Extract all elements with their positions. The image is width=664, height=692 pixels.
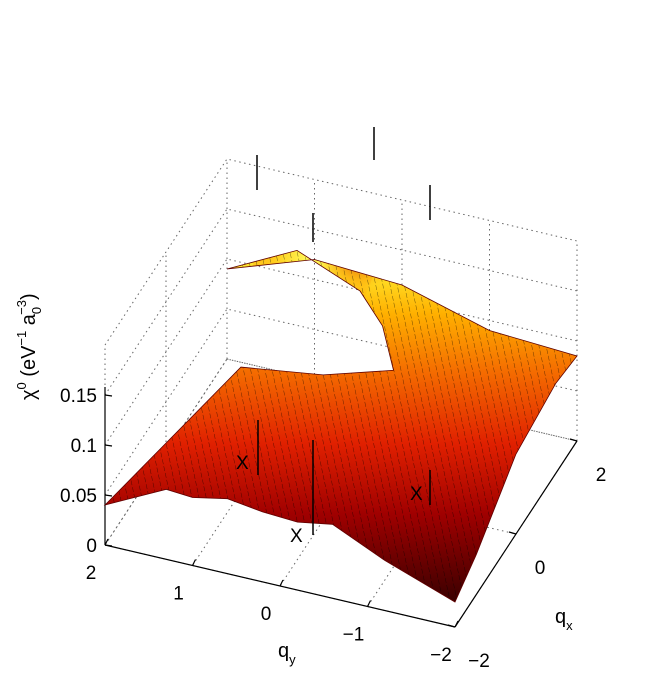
x-tick-2 — [569, 438, 578, 442]
z-tick-0 — [104, 544, 113, 547]
y-tick-4 — [454, 620, 459, 628]
y-tick-1 — [191, 559, 197, 566]
x-tick-label-1: 0 — [535, 558, 546, 579]
y-tick-label-1: 1 — [173, 584, 184, 605]
z-tick-1 — [104, 494, 113, 497]
y-tick-3 — [366, 600, 372, 607]
x-tick-label-0: −2 — [468, 651, 490, 672]
y-tick-label-0: 2 — [86, 563, 97, 584]
z-tick-2 — [104, 444, 113, 447]
z-tick-label-1: 0.05 — [60, 486, 97, 507]
y-tick-label-2: 0 — [261, 604, 272, 625]
y-tick-2 — [279, 579, 284, 587]
z-tick-label-0: 0 — [86, 536, 97, 557]
z-axis-label: χ0 (eV−1 a0−3) — [14, 293, 44, 400]
annotation-x-left: X — [236, 453, 249, 474]
z-tick-label-2: 0.1 — [71, 436, 97, 457]
tick-labels: 0 0.05 0.1 0.15 2 1 0 −1 −2 −2 0 2 — [60, 386, 606, 672]
y-axis-label: qy — [278, 640, 296, 667]
peak-glow-top — [304, 250, 444, 255]
surface-edge — [103, 249, 578, 603]
x-axis-label: qx — [555, 606, 573, 633]
svg-text:χ0 (eV−1 a0−3): χ0 (eV−1 a0−3) — [14, 293, 44, 400]
y-tick-label-4: −2 — [430, 645, 452, 666]
peak-markers — [256, 127, 431, 535]
axes — [104, 387, 578, 628]
annotation-x-front: X — [290, 526, 303, 547]
y-tick-label-3: −1 — [343, 625, 365, 646]
x-tick-0 — [447, 624, 456, 628]
annotation-x-right: X — [410, 484, 423, 505]
z-tick-3 — [104, 394, 113, 397]
x-tick-label-2: 2 — [596, 465, 607, 486]
y-tick-0 — [104, 538, 109, 546]
z-tick-label-3: 0.15 — [60, 386, 97, 407]
grid-top-edge — [104, 158, 578, 346]
x-tick-1 — [508, 531, 517, 535]
